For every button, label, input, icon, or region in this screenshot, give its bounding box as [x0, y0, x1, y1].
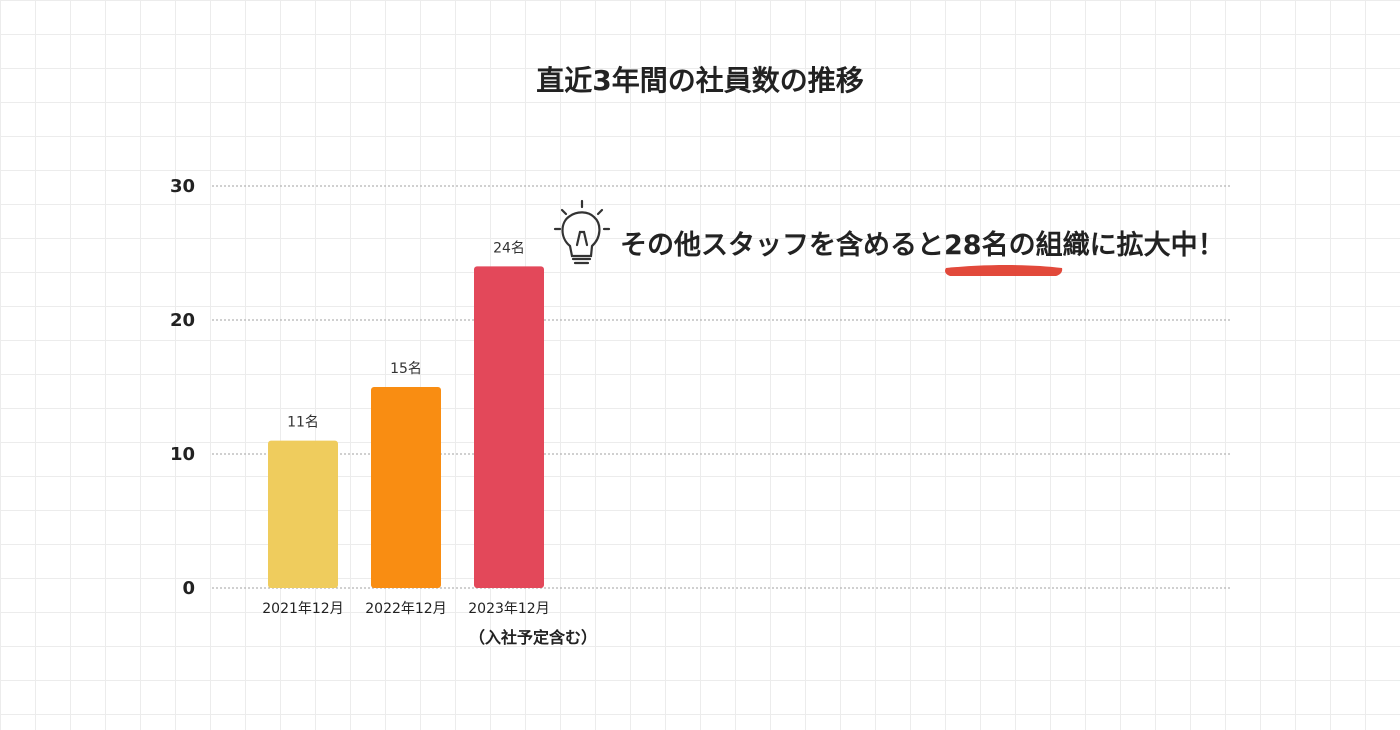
svg-text:その他スタッフを含めると28名の組織に拡大中！: その他スタッフを含めると28名の組織に拡大中！	[620, 229, 1225, 261]
annotation-highlight: 28名	[944, 229, 1009, 261]
annotation-text: その他スタッフを含めると	[620, 229, 944, 261]
y-tick-label: 0	[182, 578, 195, 599]
bar	[268, 440, 338, 588]
y-tick-label: 30	[170, 176, 195, 197]
data-label: 24名	[493, 240, 525, 256]
annotation: その他スタッフを含めると28名の組織に拡大中！	[553, 199, 1225, 276]
y-axis-ticks: 0 10 20 30	[170, 176, 195, 599]
y-tick-label: 20	[170, 310, 195, 331]
x-tick-label: 2021年12月	[262, 601, 343, 617]
x-axis-ticks: 2021年12月 2022年12月 2023年12月 （入社予定含む）	[262, 601, 597, 647]
data-label: 15名	[390, 361, 422, 377]
bars	[268, 266, 544, 588]
y-tick-label: 10	[170, 444, 195, 465]
highlight-underline	[945, 265, 1063, 276]
annotation-text-end: の組織に拡大中！	[1009, 229, 1225, 261]
x-tick-note: （入社予定含む）	[469, 628, 597, 647]
chart-title: 直近3年間の社員数の推移	[536, 64, 863, 97]
x-tick-label: 2022年12月	[365, 601, 446, 617]
lightbulb-icon	[553, 199, 611, 265]
data-labels: 11名 15名 24名	[287, 240, 525, 430]
bar	[474, 266, 544, 588]
x-tick-label: 2023年12月	[468, 601, 549, 617]
data-label: 11名	[287, 415, 319, 431]
bar	[371, 387, 441, 588]
